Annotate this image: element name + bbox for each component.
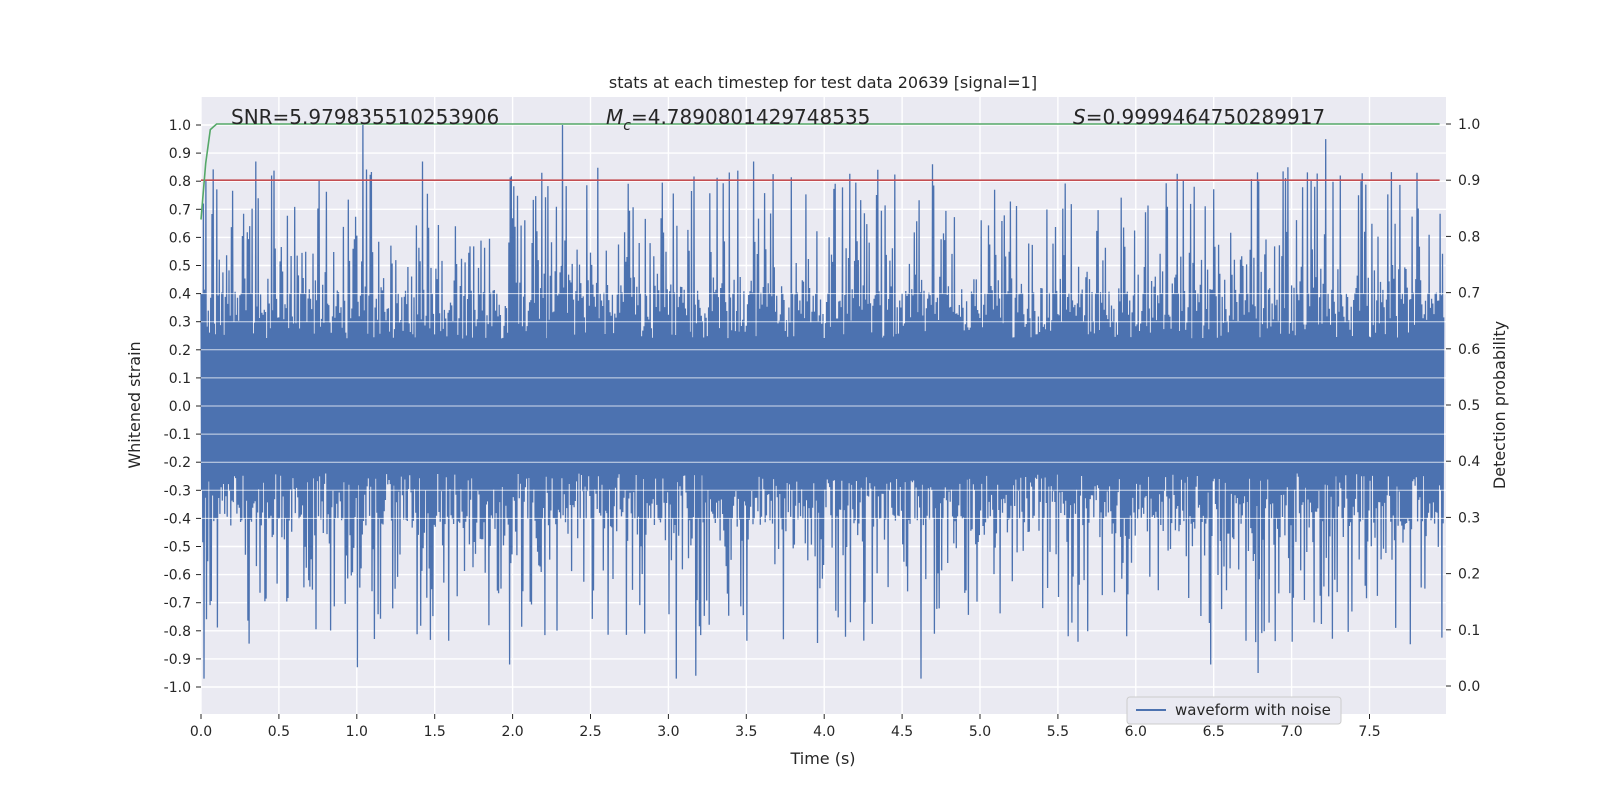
detection-probability-line <box>200 123 1440 220</box>
y-tick-label: 0.5 <box>169 259 191 275</box>
y2-tick-label: 0.8 <box>1458 229 1480 245</box>
x-tick-label: 7.5 <box>1358 724 1380 740</box>
x-tick-label: 3.0 <box>657 724 679 740</box>
y-tick-label: 0.1 <box>169 371 191 387</box>
y-tick-label: -0.9 <box>164 652 191 668</box>
x-tick-label: 4.0 <box>813 724 835 740</box>
y2-tick-label: 0.1 <box>1458 623 1480 639</box>
y-axis-label: Whitened strain <box>125 341 144 468</box>
chart-title: stats at each timestep for test data 206… <box>609 73 1037 92</box>
x-tick-label: 6.0 <box>1125 724 1147 740</box>
y-tick-label: 0.8 <box>169 174 191 190</box>
y-tick-label: 0.9 <box>169 146 191 162</box>
y2-tick-label: 0.0 <box>1458 679 1480 695</box>
x-tick-label: 1.5 <box>424 724 446 740</box>
x-tick-label: 7.0 <box>1280 724 1302 740</box>
gridlines-overlay <box>201 293 1446 519</box>
waveform-series <box>200 124 1445 679</box>
y-tick-label: -0.5 <box>164 540 191 556</box>
score-annotation: S=0.9999464750289917 <box>1073 105 1325 129</box>
x-tick-label: 2.5 <box>579 724 601 740</box>
y2-tick-label: 0.2 <box>1458 567 1480 583</box>
x-tick-label: 0.5 <box>268 724 290 740</box>
x-tick-label: 0.0 <box>190 724 212 740</box>
x-tick-label: 6.5 <box>1203 724 1225 740</box>
y-tick-label: -0.1 <box>164 427 191 443</box>
chirp-mass-value: =4.7890801429748535 <box>631 105 870 129</box>
y2-axis-label: Detection probability <box>1490 321 1509 489</box>
y-tick-label: 1.0 <box>169 118 191 134</box>
chirp-mass-annotation: Mc=4.7890801429748535 <box>606 105 870 134</box>
y-tick-label: 0.0 <box>169 399 191 415</box>
score-symbol: S <box>1073 105 1086 129</box>
y-tick-label: -0.2 <box>164 455 191 471</box>
y2-tick-label: 0.5 <box>1458 398 1480 414</box>
y-tick-label: 0.7 <box>169 202 191 218</box>
waveform-with-noise-line <box>200 124 1445 679</box>
y-axis-ticks: 1.0 0.9 0.8 0.7 0.6 0.5 0.4 0.3 0.2 0.1 0.0 -0.1 -0.… <box>164 118 201 696</box>
y-tick-label: 0.6 <box>169 230 191 246</box>
y-tick-label: -1.0 <box>164 680 191 696</box>
x-tick-label: 5.5 <box>1047 724 1069 740</box>
x-axis-ticks: 0.0 0.5 1.0 1.5 2.0 2.5 3.0 3.5 4.0 4.5 5.0 5.5 6.0 6… <box>190 714 1381 740</box>
y2-axis-ticks: 1.0 0.9 0.8 0.7 0.6 0.5 0.4 0.3 0.2 0.1 0.0 <box>1446 117 1480 695</box>
y2-tick-label: 0.4 <box>1458 454 1480 470</box>
probability-series <box>200 123 1440 220</box>
y2-tick-label: 0.7 <box>1458 286 1480 302</box>
legend-box <box>1126 696 1342 725</box>
y2-tick-label: 0.3 <box>1458 510 1480 526</box>
y-tick-label: 0.3 <box>169 315 191 331</box>
y-tick-label: -0.6 <box>164 568 191 584</box>
y-tick-label: 0.4 <box>169 287 191 303</box>
y2-tick-label: 0.9 <box>1458 173 1480 189</box>
y-tick-label: -0.3 <box>164 483 191 499</box>
x-tick-label: 2.0 <box>501 724 523 740</box>
x-axis-label: Time (s) <box>789 749 855 768</box>
x-tick-label: 5.0 <box>969 724 991 740</box>
y-tick-label: -0.8 <box>164 624 191 640</box>
x-tick-label: 3.5 <box>735 724 757 740</box>
chirp-mass-symbol: M <box>606 105 623 129</box>
y2-tick-label: 0.6 <box>1458 342 1480 358</box>
y-tick-label: -0.7 <box>164 596 191 612</box>
legend-label: waveform with noise <box>1175 701 1331 719</box>
y-tick-label: 0.2 <box>169 343 191 359</box>
snr-annotation: SNR=5.979835510253906 <box>231 105 499 129</box>
y2-tick-label: 1.0 <box>1458 117 1480 133</box>
x-tick-label: 1.0 <box>346 724 368 740</box>
x-tick-label: 4.5 <box>891 724 913 740</box>
legend: waveform with noise <box>1126 696 1342 725</box>
y-tick-label: -0.4 <box>164 511 191 527</box>
chirp-mass-subscript: c <box>623 118 631 134</box>
score-value: =0.9999464750289917 <box>1086 105 1325 129</box>
